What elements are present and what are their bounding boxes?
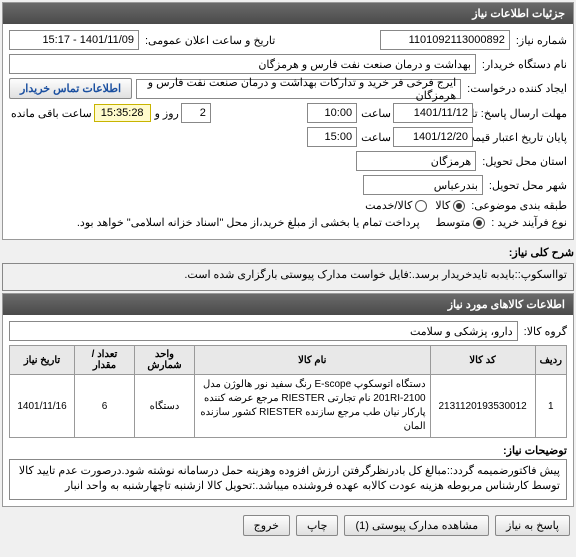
province-label: استان محل تحویل: (482, 155, 567, 168)
col-unit: واحد شمارش (135, 346, 195, 375)
province-value: هرمزگان (356, 151, 476, 171)
radio-checked-icon (473, 217, 485, 229)
print-button[interactable]: چاپ (296, 515, 339, 536)
cell-qty: 6 (75, 375, 135, 438)
category-radio-group: کالا کالا/خدمت (365, 199, 465, 212)
valid-date: 1401/12/20 (393, 127, 473, 147)
category-option-goods-service-label: کالا/خدمت (365, 199, 412, 212)
table-header-row: ردیف کد کالا نام کالا واحد شمارش تعداد /… (10, 346, 567, 375)
col-code: کد کالا (430, 346, 535, 375)
need-number-value: 1101092113000892 (380, 30, 510, 50)
general-desc-box: توااسکوپ::بایدبه تایدخریدار برسد.:فایل خ… (2, 263, 574, 291)
goods-info-panel: اطلاعات کالاهای مورد نیاز گروه کالا: دار… (2, 293, 574, 507)
col-name: نام کالا (195, 346, 431, 375)
device-name-label: نام دستگاه خریدار: (482, 58, 567, 71)
cell-unit: دستگاه (135, 375, 195, 438)
col-row-num: ردیف (535, 346, 566, 375)
goods-group-label: گروه کالا: (524, 325, 567, 338)
reply-time-value: 10:00 (307, 103, 357, 123)
days-unit-label: روز و (155, 107, 179, 120)
request-creator-value: ایرج فرخی فر خرید و تدارکات بهداشت و درم… (136, 79, 461, 99)
buy-process-note: پرداخت تمام یا بخشی از مبلغ خرید،از محل … (77, 216, 420, 229)
footer-buttons: پاسخ به نیاز مشاهده مدارک پیوستی (1) چاپ… (0, 509, 576, 542)
announce-datetime-label: تاریخ و ساعت اعلان عمومی: (145, 34, 275, 47)
reply-need-button[interactable]: پاسخ به نیاز (495, 515, 570, 536)
category-option-goods-service[interactable]: کالا/خدمت (365, 199, 427, 212)
time-remaining-highlight: 15:35:28 (94, 104, 151, 122)
view-attachments-button[interactable]: مشاهده مدارک پیوستی (1) (344, 515, 489, 536)
time-remaining-label: ساعت باقی مانده (11, 107, 92, 120)
need-notes-box: پیش فاکتورضمیمه گردد::مبالغ کل بادرنظرگر… (9, 459, 567, 500)
request-creator-label: ایجاد کننده درخواست: (467, 82, 567, 95)
cell-name: دستگاه اتوسکوپ E-scope رنگ سفید نور هالو… (195, 375, 431, 438)
radio-unchecked-icon (415, 200, 427, 212)
need-details-header: جزئیات اطلاعات نیاز (3, 3, 573, 24)
cell-code: 2131120193530012 (430, 375, 535, 438)
reply-time-label: ساعت (361, 107, 391, 120)
buy-process-radio-group: متوسط (436, 216, 486, 229)
buy-process-label: نوع فرآیند خرید : (491, 216, 567, 229)
reply-deadline-label: مهلت ارسال پاسخ: تا تاریخ: (477, 107, 567, 120)
general-desc-label: شرح کلی نیاز: (2, 246, 574, 259)
buy-process-option-medium[interactable]: متوسط (436, 216, 486, 229)
goods-group-value: دارو، پزشکی و سلامت (9, 321, 518, 341)
valid-time-label: ساعت (361, 131, 391, 144)
goods-table: ردیف کد کالا نام کالا واحد شمارش تعداد /… (9, 345, 567, 438)
category-option-goods-label: کالا (435, 199, 450, 212)
col-qty: تعداد / مقدار (75, 346, 135, 375)
need-notes-label: توضیحات نیاز: (503, 445, 567, 457)
need-details-panel: جزئیات اطلاعات نیاز شماره نیاز: 11010921… (2, 2, 574, 240)
goods-info-header: اطلاعات کالاهای مورد نیاز (3, 294, 573, 315)
buy-process-option-medium-label: متوسط (436, 216, 471, 229)
days-remaining-value: 2 (181, 103, 211, 123)
city-value: بندرعباس (363, 175, 483, 195)
reply-deadline-date: 1401/11/12 (393, 103, 473, 123)
table-row[interactable]: 1 2131120193530012 دستگاه اتوسکوپ E-scop… (10, 375, 567, 438)
cell-row-num: 1 (535, 375, 566, 438)
city-label: شهر محل تحویل: (489, 179, 567, 192)
category-option-goods[interactable]: کالا (435, 199, 465, 212)
buyer-contact-button[interactable]: اطلاعات تماس خریدار (9, 78, 132, 99)
category-label: طبقه بندی موضوعی: (471, 199, 567, 212)
valid-time-value: 15:00 (307, 127, 357, 147)
announce-datetime-value: 1401/11/09 - 15:17 (9, 30, 139, 50)
radio-checked-icon (453, 200, 465, 212)
valid-label: پایان تاریخ اعتبار قیمت: تا تاریخ: (477, 131, 567, 144)
cell-date: 1401/11/16 (10, 375, 75, 438)
col-date: تاریخ نیاز (10, 346, 75, 375)
need-number-label: شماره نیاز: (516, 34, 567, 47)
device-name-value: بهداشت و درمان صنعت نفت فارس و هرمزگان (9, 54, 476, 74)
exit-button[interactable]: خروج (243, 515, 290, 536)
